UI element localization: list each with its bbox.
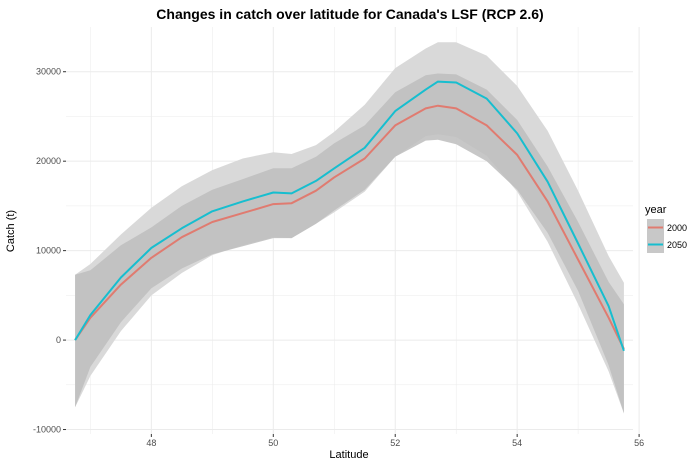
y-axis-title: Catch (t) xyxy=(5,210,17,252)
y-tick-label: -10000 xyxy=(33,425,61,435)
y-axis: -10000 0 10000 20000 30000 xyxy=(33,67,66,435)
series-lines xyxy=(74,80,625,352)
band-2000 xyxy=(75,73,624,414)
y-tick-label: 20000 xyxy=(36,156,61,166)
confidence-bands xyxy=(75,42,624,414)
x-tick-label: 56 xyxy=(634,438,644,448)
x-axis-title: Latitude xyxy=(329,449,368,461)
y-tick-label: 0 xyxy=(56,335,61,345)
x-tick-label: 50 xyxy=(268,438,278,448)
y-tick-label: 10000 xyxy=(36,246,61,256)
chart-title: Changes in catch over latitude for Canad… xyxy=(156,6,543,22)
x-tick-label: 48 xyxy=(146,438,156,448)
series-line-2050 xyxy=(74,80,625,352)
legend: year 2000 2050 xyxy=(645,204,687,253)
legend-title: year xyxy=(645,204,667,216)
x-axis: 48 50 52 54 56 xyxy=(146,434,644,448)
series-line-2000 xyxy=(74,104,625,350)
y-tick-label: 30000 xyxy=(36,67,61,77)
legend-label-2050: 2050 xyxy=(667,240,687,250)
x-tick-label: 54 xyxy=(512,438,522,448)
legend-label-2000: 2000 xyxy=(667,223,687,233)
x-tick-label: 52 xyxy=(390,438,400,448)
